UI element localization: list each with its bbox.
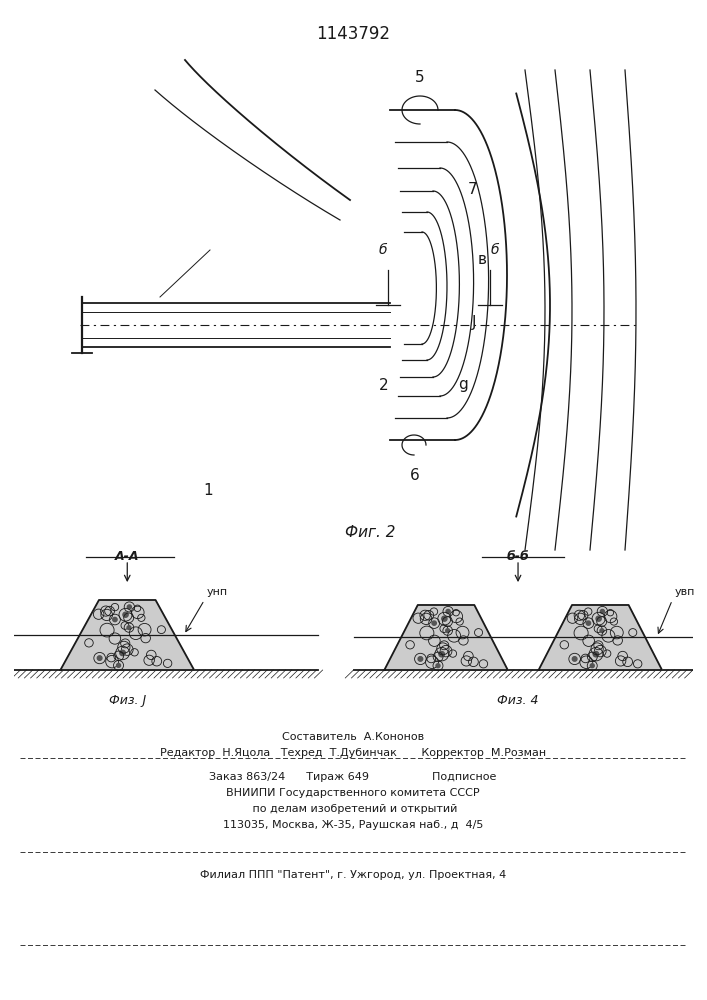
- Text: 1143792: 1143792: [316, 25, 390, 43]
- Text: Физ. J: Физ. J: [109, 694, 146, 707]
- Text: унп: унп: [206, 587, 228, 597]
- Polygon shape: [60, 600, 194, 670]
- Text: Физ. 4: Физ. 4: [497, 694, 539, 707]
- Text: б: б: [379, 243, 387, 257]
- Text: 113035, Москва, Ж-35, Раушская наб., д  4/5: 113035, Москва, Ж-35, Раушская наб., д 4…: [223, 820, 483, 830]
- Text: Редактор  Н.Яцола   Техред  Т.Дубинчак       Корректор  М.Розман: Редактор Н.Яцола Техред Т.Дубинчак Корре…: [160, 748, 546, 758]
- Circle shape: [596, 616, 601, 621]
- Polygon shape: [539, 605, 662, 670]
- Circle shape: [446, 609, 450, 613]
- Text: в: в: [478, 252, 487, 267]
- Circle shape: [98, 656, 102, 660]
- Circle shape: [117, 663, 120, 667]
- Text: 7: 7: [468, 182, 478, 198]
- Circle shape: [119, 650, 125, 656]
- Text: Фиг. 2: Фиг. 2: [345, 525, 395, 540]
- Circle shape: [593, 651, 599, 657]
- Text: Заказ 863/24      Тираж 649                  Подписное: Заказ 863/24 Тираж 649 Подписное: [209, 772, 497, 782]
- Text: Составитель  А.Кононов: Составитель А.Кононов: [282, 732, 424, 742]
- Text: б-б: б-б: [507, 550, 530, 563]
- Text: Филиал ППП "Патент", г. Ужгород, ул. Проектная, 4: Филиал ППП "Патент", г. Ужгород, ул. Про…: [200, 870, 506, 880]
- Circle shape: [586, 621, 590, 625]
- Circle shape: [123, 612, 128, 617]
- Text: 1: 1: [203, 483, 213, 498]
- Text: по делам изобретений и открытий: по делам изобретений и открытий: [249, 804, 457, 814]
- Circle shape: [436, 664, 440, 668]
- Text: g: g: [458, 376, 468, 391]
- Circle shape: [127, 626, 131, 629]
- Circle shape: [418, 657, 423, 661]
- Text: 2: 2: [378, 377, 388, 392]
- Text: 6: 6: [410, 468, 420, 483]
- Text: J: J: [472, 314, 477, 330]
- Circle shape: [112, 617, 117, 622]
- Polygon shape: [385, 605, 508, 670]
- Circle shape: [600, 609, 604, 613]
- Circle shape: [442, 616, 447, 621]
- Circle shape: [573, 657, 577, 661]
- Circle shape: [439, 651, 445, 657]
- Circle shape: [590, 664, 595, 668]
- Text: увп: увп: [674, 587, 695, 597]
- Circle shape: [432, 621, 436, 625]
- Text: б: б: [491, 243, 499, 257]
- Text: A-A: A-A: [115, 550, 139, 563]
- Circle shape: [445, 629, 450, 633]
- Text: 5: 5: [415, 70, 425, 85]
- Circle shape: [127, 605, 132, 609]
- Text: ВНИИПИ Государственного комитета СССР: ВНИИПИ Государственного комитета СССР: [226, 788, 480, 798]
- Circle shape: [600, 629, 604, 633]
